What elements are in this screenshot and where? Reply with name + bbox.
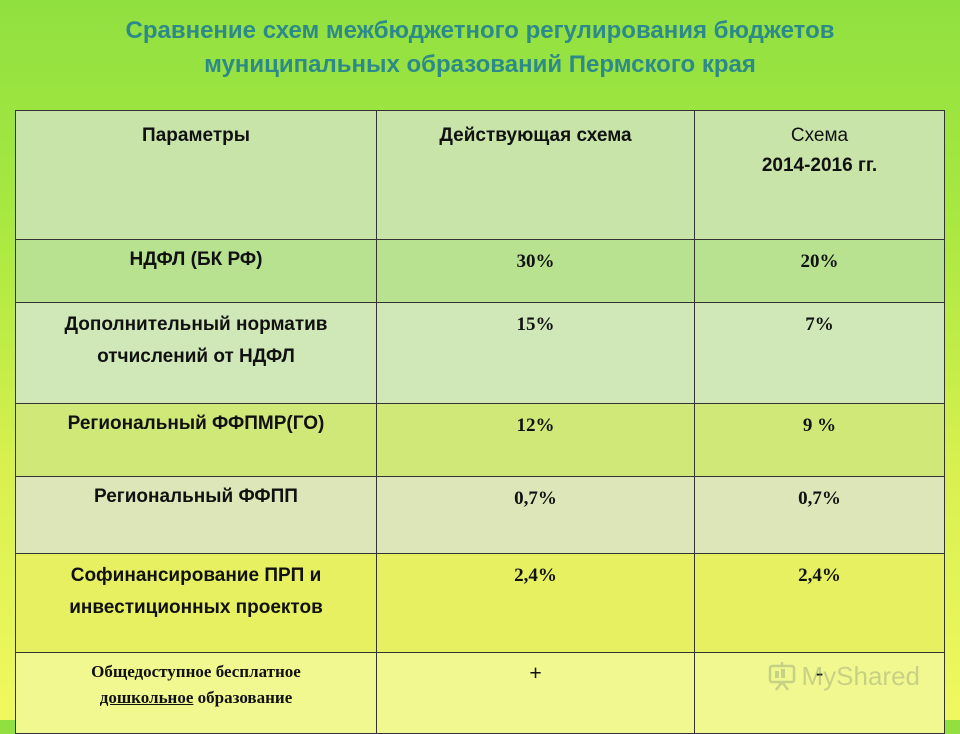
row-param-line-2-rest: образование	[193, 688, 293, 707]
header-current-scheme: Действующая схема	[376, 110, 695, 240]
table-row: НДФЛ (БК РФ) 30% 20%	[15, 239, 945, 303]
row-param: Дополнительный норматив отчислений от НД…	[15, 302, 377, 404]
row-current-value: +	[376, 652, 695, 734]
row-param-line-1: Софинансирование ПРП и	[70, 565, 322, 586]
row-param: Региональный ФФПМР(ГО)	[15, 403, 377, 477]
table-row: Софинансирование ПРП и инвестиционных пр…	[15, 553, 945, 653]
row-current-value: 2,4%	[376, 553, 695, 653]
row-param: Региональный ФФПП	[15, 476, 377, 554]
row-param-line-1: Общедоступное бесплатное	[91, 662, 301, 681]
row-param-line-2: инвестиционных проектов	[69, 597, 323, 618]
watermark-text: MyShared	[801, 660, 921, 691]
table-row: Региональный ФФПП 0,7% 0,7%	[15, 476, 945, 554]
row-new-value: 0,7%	[694, 476, 945, 554]
header-params: Параметры	[15, 110, 377, 240]
header-new-line-2: 2014-2016 гг.	[761, 155, 878, 176]
underlined-word: дошкольное	[99, 688, 194, 707]
row-new-value: 2,4%	[694, 553, 945, 653]
table-header-row: Параметры Действующая схема Схема 2014-2…	[15, 110, 945, 240]
row-param-line-2: отчислений от НДФЛ	[97, 346, 295, 367]
presentation-board-icon	[768, 662, 795, 691]
table-row: Дополнительный норматив отчислений от НД…	[15, 302, 945, 404]
row-current-value: 0,7%	[376, 476, 695, 554]
row-param-line-1: Дополнительный норматив	[64, 314, 328, 335]
row-current-value: 30%	[376, 239, 695, 303]
row-param-line-2: дошкольное образование	[16, 685, 376, 711]
row-current-value: 15%	[376, 302, 695, 404]
row-new-value: 9 %	[694, 403, 945, 477]
row-param: Софинансирование ПРП и инвестиционных пр…	[15, 553, 377, 653]
comparison-table: Параметры Действующая схема Схема 2014-2…	[15, 110, 945, 734]
header-new-line-1: Схема	[790, 125, 849, 146]
row-param: Общедоступное бесплатное дошкольное обра…	[15, 652, 377, 734]
row-current-value: 12%	[376, 403, 695, 477]
row-new-value: 7%	[694, 302, 945, 404]
header-new-scheme: Схема 2014-2016 гг.	[694, 110, 945, 240]
title-line-1: Сравнение схем межбюджетного регулирован…	[125, 17, 835, 44]
title-line-2: муниципальных образований Пермского края	[204, 51, 756, 78]
watermark: MyShared	[766, 660, 921, 692]
row-new-value: 20%	[694, 239, 945, 303]
row-param: НДФЛ (БК РФ)	[15, 239, 377, 303]
slide-title: Сравнение схем межбюджетного регулирован…	[0, 14, 960, 82]
table-row: Региональный ФФПМР(ГО) 12% 9 %	[15, 403, 945, 477]
